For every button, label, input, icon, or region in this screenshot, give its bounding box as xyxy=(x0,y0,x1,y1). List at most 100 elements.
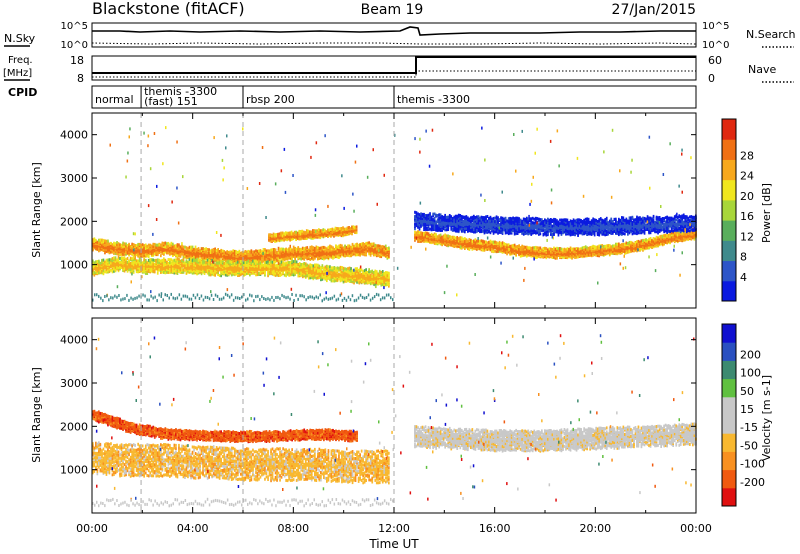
range-cell xyxy=(137,269,139,273)
range-cell xyxy=(297,255,300,259)
range-cell xyxy=(276,255,278,259)
range-cell xyxy=(232,258,235,261)
range-cell xyxy=(380,271,383,274)
range-cell xyxy=(276,272,278,276)
range-cell xyxy=(317,263,319,267)
range-cell xyxy=(345,245,348,249)
range-cell xyxy=(126,244,129,247)
range-cell xyxy=(217,259,219,263)
range-cell xyxy=(267,260,269,264)
range-cell xyxy=(105,239,108,243)
range-cell xyxy=(360,251,363,255)
range-cell xyxy=(179,271,182,274)
range-cell xyxy=(110,268,112,272)
range-cell xyxy=(95,269,97,273)
range-cell xyxy=(335,247,337,251)
range-cell xyxy=(120,259,123,263)
range-cell xyxy=(126,251,129,255)
range-cell xyxy=(134,260,136,264)
range-cell xyxy=(114,259,117,263)
range-cell xyxy=(209,266,212,270)
range-cell xyxy=(143,246,145,250)
range-cell xyxy=(354,252,357,256)
range-cell xyxy=(114,263,117,266)
range-cell xyxy=(114,246,117,250)
range-cell xyxy=(143,251,145,255)
range-cell xyxy=(327,265,330,269)
range-cell xyxy=(101,243,103,247)
range-cell xyxy=(362,244,364,248)
range-cell xyxy=(306,255,309,259)
range-cell xyxy=(291,248,293,252)
range-cell xyxy=(286,250,289,254)
range-cell xyxy=(342,266,345,270)
range-cell xyxy=(95,238,97,242)
range-cell xyxy=(353,246,355,250)
range-cell xyxy=(312,257,315,261)
range-cell xyxy=(294,246,296,250)
range-cell xyxy=(202,259,204,263)
range-cell xyxy=(357,253,360,257)
range-cell xyxy=(92,259,94,263)
range-cell xyxy=(271,234,273,238)
range-cell xyxy=(363,248,366,252)
range-cell xyxy=(92,262,94,266)
range-cell xyxy=(187,260,189,264)
range-cell xyxy=(146,269,149,273)
range-cell xyxy=(259,249,262,253)
range-cell xyxy=(336,227,338,230)
range-cell xyxy=(372,253,375,257)
range-cell xyxy=(122,261,124,265)
range-cell xyxy=(196,258,198,262)
range-cell xyxy=(147,258,150,262)
range-cell xyxy=(110,246,112,250)
range-cell xyxy=(246,261,248,264)
range-cell xyxy=(377,244,380,248)
range-cell xyxy=(178,245,180,249)
range-cell xyxy=(299,230,302,234)
range-cell xyxy=(301,255,304,259)
range-cell xyxy=(108,258,111,262)
range-cell xyxy=(383,252,386,256)
range-cell xyxy=(320,248,322,252)
range-cell xyxy=(197,247,200,251)
range-cell xyxy=(279,263,281,266)
range-cell xyxy=(173,244,176,248)
range-cell xyxy=(360,248,363,252)
range-cell xyxy=(131,261,133,265)
range-cell xyxy=(132,243,135,247)
range-cell xyxy=(150,267,153,270)
range-cell xyxy=(258,249,260,253)
freq-trace xyxy=(92,56,696,74)
range-cell xyxy=(388,254,390,258)
range-cell xyxy=(193,263,195,267)
range-cell xyxy=(366,243,369,247)
range-cell xyxy=(338,266,340,270)
nsky-label: N.Sky xyxy=(4,32,36,45)
range-cell xyxy=(368,243,370,246)
range-cell xyxy=(147,246,150,250)
range-cell xyxy=(214,259,216,263)
range-cell xyxy=(384,244,387,248)
range-cell xyxy=(194,245,197,249)
range-cell xyxy=(167,241,170,245)
cpid-segment-label: normal xyxy=(95,93,134,106)
range-cell xyxy=(116,252,118,256)
range-cell xyxy=(191,271,194,275)
range-cell xyxy=(371,244,374,248)
range-cell xyxy=(277,233,279,237)
range-cell xyxy=(244,250,247,253)
range-cell xyxy=(304,251,307,255)
range-cell xyxy=(351,253,354,257)
range-cell xyxy=(271,253,274,257)
range-cell xyxy=(339,265,342,269)
range-cell xyxy=(205,254,207,258)
range-cell xyxy=(384,282,387,286)
range-cell xyxy=(206,251,209,255)
range-cell xyxy=(328,228,331,232)
range-cell xyxy=(318,249,321,253)
range-cell xyxy=(372,242,375,246)
range-cell xyxy=(141,253,144,257)
range-cell xyxy=(205,247,207,251)
